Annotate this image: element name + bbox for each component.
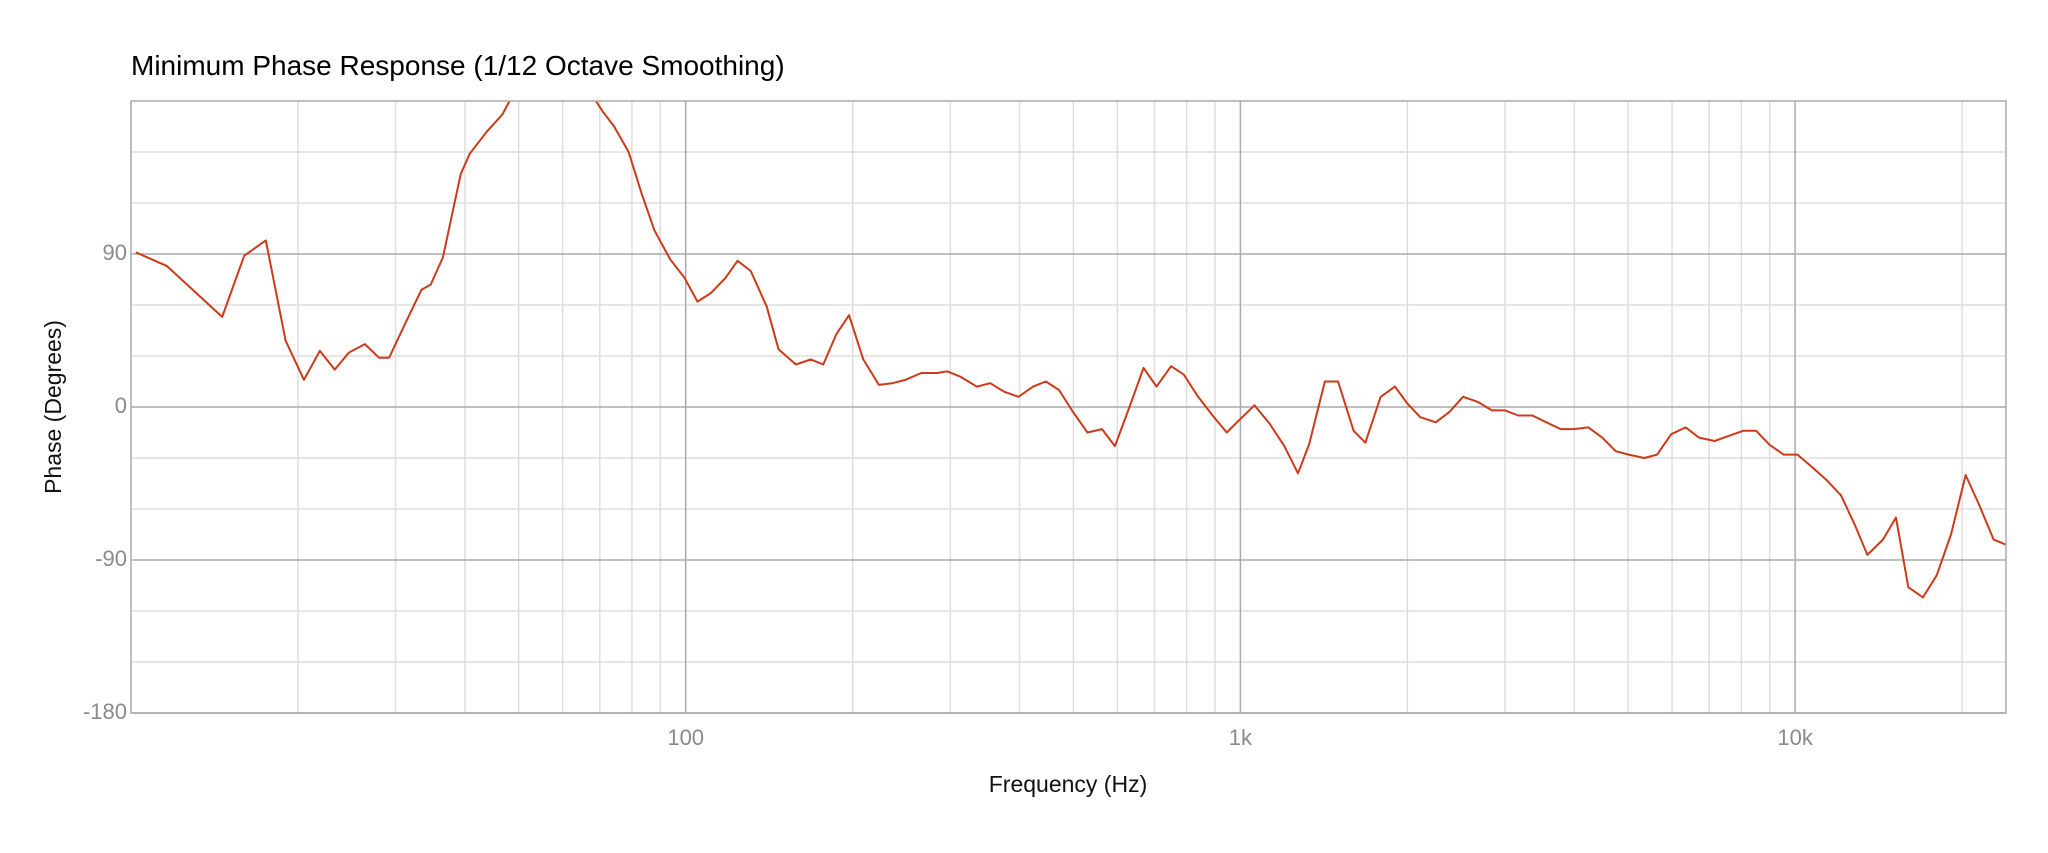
plot-area [135, 101, 2006, 599]
phase-line [135, 101, 2006, 599]
y-tick-label: -90 [95, 546, 127, 571]
tick-labels: 100 1k 10k -180 -90 0 90 [83, 240, 1814, 750]
chart-title-line: Minimum Phase Response (1/12 Octave Smoo… [131, 50, 785, 81]
x-tick-label: 10k [1777, 725, 1813, 750]
x-axis-label: Frequency (Hz) [989, 771, 1147, 797]
x-tick-label: 1k [1229, 725, 1253, 750]
y-tick-label: 0 [115, 393, 127, 418]
y-tick-label: -180 [83, 699, 127, 724]
chart-subtitle: (1/12 Octave Smoothing) [473, 50, 784, 81]
grid [131, 101, 2006, 714]
y-axis-label: Phase (Degrees) [40, 320, 66, 494]
chart-title: Minimum Phase Response [131, 50, 466, 81]
y-tick-label: 90 [103, 240, 127, 265]
x-tick-label: 100 [667, 725, 704, 750]
plot-frame [130, 100, 2007, 714]
